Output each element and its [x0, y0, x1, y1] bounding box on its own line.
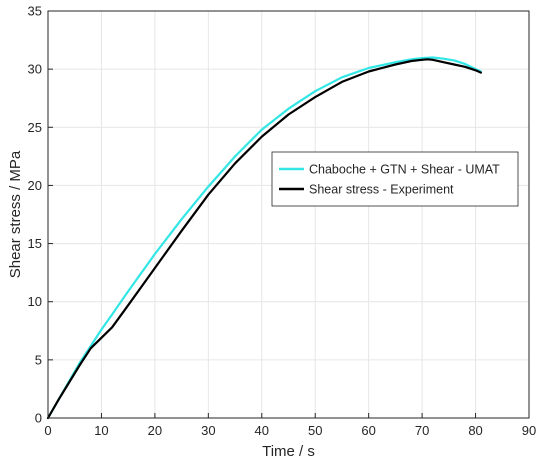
- series-layer: [46, 56, 482, 420]
- plot-area: [48, 11, 529, 418]
- x-tick-label: 30: [201, 423, 215, 438]
- y-tick-label: 35: [28, 4, 42, 19]
- x-tick-label: 70: [415, 423, 429, 438]
- y-axis-title: Shear stress / MPa: [7, 150, 24, 278]
- x-tick-label: 10: [94, 423, 108, 438]
- y-axis-ticks: 0 5 10 15 20 25 30 35: [28, 4, 53, 426]
- y-tick-label: 10: [28, 294, 42, 309]
- x-tick-label: 20: [148, 423, 162, 438]
- series-line-experiment: [46, 58, 482, 420]
- y-tick-label: 30: [28, 62, 42, 77]
- grid-lines: [48, 11, 529, 418]
- legend-label-model: Chaboche + GTN + Shear - UMAT: [309, 163, 500, 177]
- y-tick-label: 5: [35, 352, 42, 367]
- y-tick-label: 15: [28, 236, 42, 251]
- legend-box: [271, 151, 519, 207]
- x-tick-label: 80: [468, 423, 482, 438]
- x-tick-label: 50: [308, 423, 322, 438]
- legend-label-experiment: Shear stress - Experiment: [309, 183, 454, 197]
- x-tick-label: 90: [522, 423, 536, 438]
- plot-frame: [47, 10, 530, 419]
- y-tick-label: 25: [28, 120, 42, 135]
- legend: Chaboche + GTN + Shear - UMAT Shear stre…: [271, 151, 519, 207]
- x-axis-ticks: 0 10 20 30 40 50 60 70 80 90: [44, 413, 536, 438]
- x-tick-label: 40: [255, 423, 269, 438]
- series-line-model: [46, 56, 482, 420]
- x-axis-title: Time / s: [262, 443, 315, 460]
- y-tick-label: 0: [35, 411, 42, 426]
- x-tick-label: 0: [44, 423, 51, 438]
- y-tick-label: 20: [28, 178, 42, 193]
- x-tick-label: 60: [361, 423, 375, 438]
